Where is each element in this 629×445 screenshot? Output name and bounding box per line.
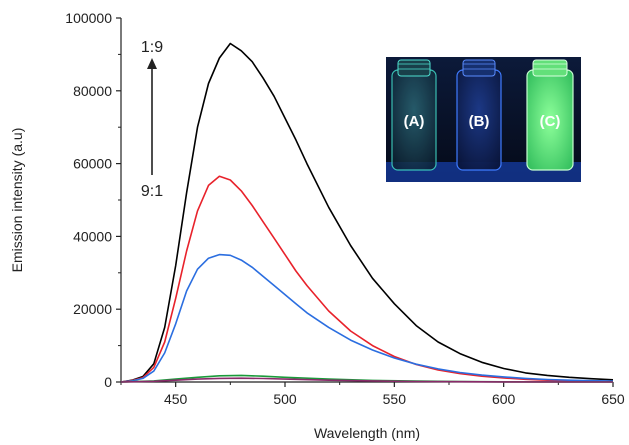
vial-b bbox=[456, 59, 502, 171]
series-line-2 bbox=[120, 175, 614, 383]
ratio-arrow-head bbox=[147, 58, 157, 69]
x-tick-label: 450 bbox=[164, 391, 188, 407]
vial-label-a: (A) bbox=[404, 113, 425, 130]
arrow-top-label: 1:9 bbox=[141, 39, 163, 56]
y-tick-label: 100000 bbox=[65, 10, 112, 26]
y-tick-label: 0 bbox=[104, 374, 112, 390]
y-axis-title: Emission intensity (a.u) bbox=[9, 128, 25, 273]
y-tick-label: 20000 bbox=[73, 301, 112, 317]
vial-label-c: (C) bbox=[540, 113, 561, 130]
y-tick-label: 60000 bbox=[73, 156, 112, 172]
x-tick-label: 600 bbox=[492, 391, 516, 407]
vial-a bbox=[391, 59, 437, 171]
x-tick-label: 500 bbox=[273, 391, 297, 407]
series-line-3 bbox=[120, 253, 614, 383]
x-tick-label: 650 bbox=[601, 391, 625, 407]
vial-label-b: (B) bbox=[469, 113, 490, 130]
vial-c bbox=[526, 59, 574, 171]
x-tick-label: 550 bbox=[383, 391, 407, 407]
y-tick-label: 80000 bbox=[73, 83, 112, 99]
x-axis-title: Wavelength (nm) bbox=[314, 425, 420, 441]
series-line-1 bbox=[120, 42, 614, 383]
y-tick-label: 40000 bbox=[73, 228, 112, 244]
x-ticks: 450 500 550 600 650 bbox=[120, 382, 625, 407]
series-line-5 bbox=[120, 377, 614, 383]
vials-inset-photo: (A) (B) (C) bbox=[386, 57, 581, 182]
series-group bbox=[120, 42, 614, 383]
y-ticks: 0 20000 40000 60000 80000 100000 bbox=[65, 10, 121, 390]
arrow-bottom-label: 9:1 bbox=[141, 183, 163, 200]
